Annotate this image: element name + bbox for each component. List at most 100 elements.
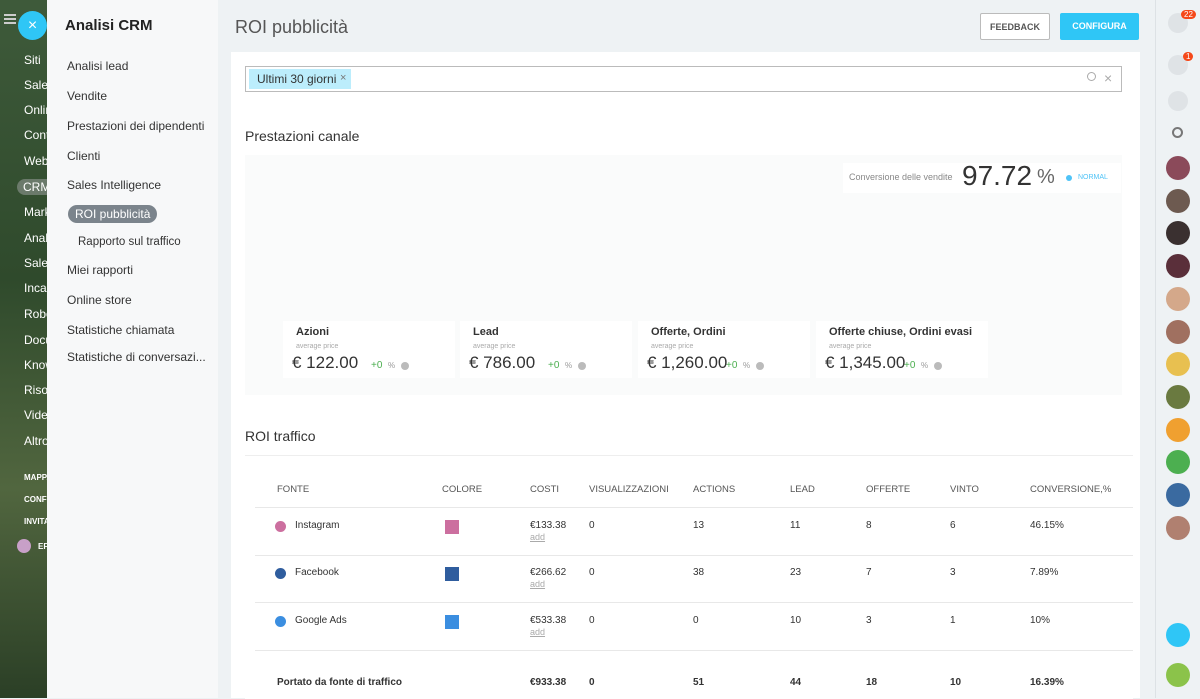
- stage-change: +0: [371, 360, 383, 371]
- total-cell: €933.38: [530, 677, 567, 688]
- menu-item[interactable]: Analisi lead: [67, 59, 129, 73]
- menu-item[interactable]: ROI pubblicità: [68, 205, 158, 223]
- nav-item[interactable]: Mark: [24, 205, 47, 219]
- menu-item[interactable]: Statistiche di conversazi...: [67, 350, 206, 364]
- stage-change: +0: [904, 360, 916, 371]
- nav-item[interactable]: Altro: [24, 434, 47, 448]
- table-cell: €133.38: [530, 520, 567, 531]
- avatar[interactable]: [1166, 286, 1190, 311]
- nav-small[interactable]: MAPPA: [24, 473, 47, 482]
- nav-item[interactable]: CRM: [17, 179, 47, 195]
- avatar[interactable]: [1166, 221, 1190, 246]
- avatar[interactable]: [1166, 417, 1190, 442]
- nav-item[interactable]: Siti: [24, 53, 41, 67]
- page-title: ROI pubblicità: [235, 17, 349, 37]
- change-unit: %: [565, 361, 573, 370]
- status-label: NORMAL: [1078, 174, 1108, 181]
- sidebar-icon[interactable]: [1172, 127, 1183, 138]
- avatar[interactable]: [1166, 483, 1190, 507]
- add-link[interactable]: add: [530, 579, 546, 589]
- nav-item[interactable]: Onlin: [24, 103, 47, 117]
- stage-card: [283, 321, 455, 378]
- total-cell: 16.39%: [1030, 677, 1064, 688]
- avatar[interactable]: [1166, 188, 1190, 213]
- source-icon: [275, 521, 286, 532]
- color-swatch: [445, 567, 459, 581]
- menu-item[interactable]: Miei rapporti: [67, 263, 134, 277]
- nav-item[interactable]: Incar: [24, 281, 47, 295]
- filter-tag[interactable]: Ultimi 30 giorni: [249, 69, 351, 89]
- add-link[interactable]: add: [530, 627, 546, 637]
- stage-change: +0: [548, 360, 560, 371]
- avatar[interactable]: [1166, 156, 1190, 180]
- configure-button[interactable]: CONFIGURA: [1060, 13, 1139, 40]
- avatar[interactable]: [1166, 384, 1190, 409]
- avatar[interactable]: [1166, 450, 1190, 475]
- change-unit: %: [921, 361, 929, 370]
- nav-item[interactable]: Sales: [24, 78, 47, 92]
- nav-item[interactable]: Anal: [24, 231, 47, 245]
- column-header: FONTE: [277, 484, 310, 495]
- stage-name: Offerte, Ordini: [651, 326, 726, 338]
- nav-item[interactable]: Know: [24, 358, 47, 372]
- sidebar-icon[interactable]: [1168, 55, 1188, 75]
- price-label: average price: [651, 343, 694, 350]
- avatar[interactable]: [1166, 515, 1190, 540]
- nav-small[interactable]: CONFI: [24, 495, 47, 504]
- color-swatch: [445, 615, 459, 629]
- help-icon: [934, 362, 942, 370]
- sidebar-icon[interactable]: [1168, 91, 1188, 111]
- table-cell: 38: [693, 567, 705, 578]
- avatar[interactable]: [1166, 319, 1190, 344]
- nav-item[interactable]: Robo: [24, 307, 47, 321]
- sidebar-icon[interactable]: [1166, 623, 1190, 647]
- menu-item[interactable]: Prestazioni dei dipendenti: [67, 119, 205, 133]
- stage-card: [638, 321, 810, 378]
- row-divider: [255, 507, 1133, 508]
- table-cell: 3: [866, 615, 872, 626]
- table-cell: €266.62: [530, 567, 567, 578]
- menu-item[interactable]: Sales Intelligence: [67, 178, 162, 192]
- menu-item[interactable]: Clienti: [67, 149, 101, 163]
- nav-item[interactable]: Web: [24, 154, 47, 168]
- nav-item[interactable]: Docu: [24, 333, 47, 347]
- menu-item[interactable]: Online store: [67, 293, 132, 307]
- feedback-button[interactable]: FEEDBACK: [980, 13, 1050, 40]
- column-header: VISUALIZZAZIONI: [589, 484, 669, 495]
- call-button[interactable]: [1166, 663, 1190, 687]
- conversion-box: [843, 163, 1121, 193]
- table-cell: 0: [589, 615, 595, 626]
- filter-input[interactable]: [245, 66, 1122, 92]
- stage-change: +0: [726, 360, 738, 371]
- nav-item[interactable]: Sales: [24, 256, 47, 270]
- add-link[interactable]: add: [530, 532, 546, 542]
- price-label: average price: [829, 343, 872, 350]
- stage-price: € 1,345.00: [825, 353, 906, 372]
- table-cell: 6: [950, 520, 956, 531]
- stage-price: € 122.00: [292, 353, 359, 372]
- table-cell: 11: [790, 520, 801, 531]
- source-icon: [275, 616, 286, 627]
- column-header: LEAD: [790, 484, 815, 495]
- nav-item[interactable]: Vide: [24, 408, 47, 422]
- menu-item[interactable]: Statistiche chiamata: [67, 323, 175, 337]
- menu-item[interactable]: Rapporto sul traffico: [78, 236, 181, 248]
- avatar[interactable]: [1166, 254, 1190, 279]
- left-sidebar: Siti Sales Onlin Cont Web CRM Mark Anal Sales Inc…: [0, 0, 47, 698]
- menu-item[interactable]: Vendite: [67, 89, 108, 103]
- avatar[interactable]: [1166, 352, 1190, 377]
- column-header: ACTIONS: [693, 484, 736, 495]
- nav-item[interactable]: Cont: [24, 128, 47, 142]
- table-cell: 10%: [1030, 615, 1051, 626]
- crm-menu: Analisi CRM Analisi lead Vendite Prestazion…: [47, 0, 218, 698]
- nav-item[interactable]: Risor: [24, 383, 47, 397]
- column-header: COLORE: [442, 484, 483, 495]
- stage-name: Offerte chiuse, Ordini evasi: [829, 326, 973, 338]
- total-cell: 18: [866, 677, 878, 688]
- nav-small[interactable]: INVITA: [24, 517, 47, 526]
- row-divider: [255, 555, 1133, 556]
- total-cell: 44: [790, 677, 802, 688]
- source-icon: [275, 568, 286, 579]
- clear-icon[interactable]: ×: [1104, 70, 1113, 86]
- stage-name: Azioni: [296, 326, 329, 338]
